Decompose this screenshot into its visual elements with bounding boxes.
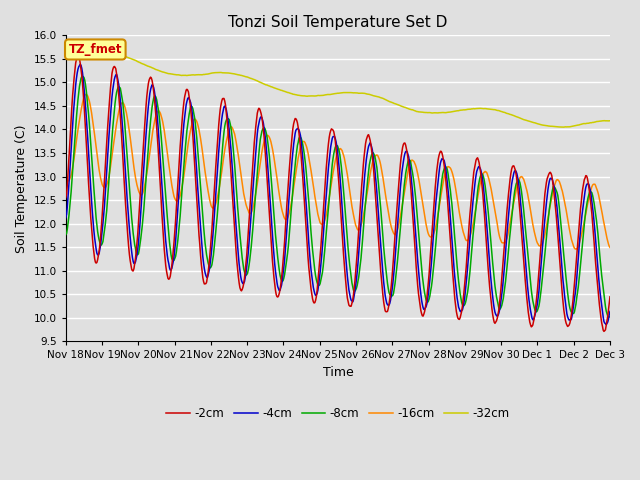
-16cm xyxy=(129,153,136,158)
-2cm xyxy=(72,60,79,66)
-4cm xyxy=(72,82,79,88)
X-axis label: Time: Time xyxy=(323,366,353,379)
Y-axis label: Soil Temperature (C): Soil Temperature (C) xyxy=(15,124,28,252)
-2cm xyxy=(212,154,220,160)
-16cm xyxy=(420,213,428,218)
-32cm xyxy=(557,124,564,130)
-2cm xyxy=(405,161,413,167)
Line: -16cm: -16cm xyxy=(66,95,610,249)
-8cm xyxy=(184,122,191,128)
-32cm xyxy=(405,106,413,112)
-16cm xyxy=(72,144,79,149)
-32cm xyxy=(62,48,70,53)
-16cm xyxy=(606,245,614,251)
-2cm xyxy=(129,268,136,274)
-32cm xyxy=(420,109,428,115)
Legend: -2cm, -4cm, -8cm, -16cm, -32cm: -2cm, -4cm, -8cm, -16cm, -32cm xyxy=(162,402,514,425)
-8cm xyxy=(420,290,428,296)
-32cm xyxy=(72,48,79,53)
-8cm xyxy=(72,124,79,130)
-8cm xyxy=(606,314,614,320)
-32cm xyxy=(184,72,191,78)
-16cm xyxy=(405,165,413,171)
-8cm xyxy=(605,314,612,320)
-16cm xyxy=(184,144,191,150)
-4cm xyxy=(129,255,136,261)
-16cm xyxy=(212,199,220,204)
-2cm xyxy=(420,309,428,314)
-8cm xyxy=(79,73,86,79)
-4cm xyxy=(212,182,220,188)
-2cm xyxy=(606,294,614,300)
-4cm xyxy=(405,154,413,160)
-8cm xyxy=(212,222,220,228)
-2cm xyxy=(74,52,82,58)
-32cm xyxy=(212,70,220,75)
Line: -4cm: -4cm xyxy=(66,64,610,324)
-4cm xyxy=(76,61,84,67)
-16cm xyxy=(572,246,580,252)
-4cm xyxy=(420,306,428,312)
-8cm xyxy=(62,232,70,238)
-8cm xyxy=(405,156,413,162)
Text: TZ_fmet: TZ_fmet xyxy=(68,43,122,56)
-4cm xyxy=(602,322,610,327)
-2cm xyxy=(184,87,191,93)
-16cm xyxy=(62,179,70,184)
Line: -8cm: -8cm xyxy=(66,76,610,317)
-32cm xyxy=(86,47,93,52)
Title: Tonzi Soil Temperature Set D: Tonzi Soil Temperature Set D xyxy=(228,15,447,30)
-4cm xyxy=(606,309,614,314)
-4cm xyxy=(184,96,191,101)
-16cm xyxy=(83,92,90,97)
-4cm xyxy=(62,215,70,220)
-32cm xyxy=(606,118,614,124)
-8cm xyxy=(129,224,136,229)
Line: -2cm: -2cm xyxy=(66,55,610,331)
-2cm xyxy=(600,328,608,334)
-32cm xyxy=(129,56,136,62)
-2cm xyxy=(62,194,70,200)
Line: -32cm: -32cm xyxy=(66,49,610,127)
